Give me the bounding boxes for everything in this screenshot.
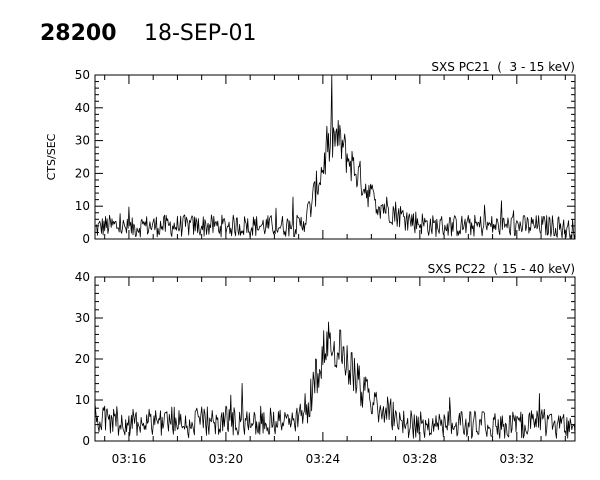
header-id: 28200 [40,21,117,46]
series-group [94,321,576,439]
series-line [94,321,576,439]
y-tick-label: 20 [75,352,90,366]
x-axis-ticks [104,75,566,239]
y-tick-label: 0 [82,434,90,448]
y-tick-label: 30 [75,311,90,325]
y-tick-label: 40 [75,101,90,115]
panel-title: SXS PC21 ( 3 - 15 keV) [431,60,575,74]
header-date: 18-SEP-01 [144,21,257,46]
x-tick-label: 03:24 [306,452,341,466]
y-tick-label: 10 [75,199,90,213]
x-tick-label: 03:16 [112,452,147,466]
y-tick-label: 50 [75,68,90,82]
y-tick-label: 20 [75,166,90,180]
panel-frame [94,74,576,240]
panel-title: SXS PC22 ( 15 - 40 keV) [428,262,575,276]
x-tick-label: 03:20 [209,452,244,466]
x-tick-label: 03:28 [403,452,438,466]
x-tick-label: 03:32 [500,452,535,466]
y-axis-ticks: 0 10 20 30 40 50 [75,68,575,246]
y-axis-label: CTS/SEC [45,133,58,180]
y-axis-ticks: 0 10 20 30 40 [75,270,575,448]
y-tick-label: 0 [82,232,90,246]
y-tick-label: 40 [75,270,90,284]
series-line [94,74,576,240]
y-tick-label: 10 [75,393,90,407]
series-group [94,74,576,240]
y-tick-label: 30 [75,134,90,148]
x-axis-ticks: 03:16 03:20 03:24 03:28 03:32 [104,277,566,466]
panel-pc21: SXS PC21 ( 3 - 15 keV) CTS/SEC 0 10 20 30 40… [45,60,576,246]
